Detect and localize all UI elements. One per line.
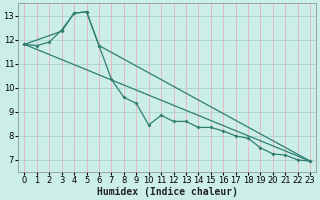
X-axis label: Humidex (Indice chaleur): Humidex (Indice chaleur): [97, 186, 238, 197]
